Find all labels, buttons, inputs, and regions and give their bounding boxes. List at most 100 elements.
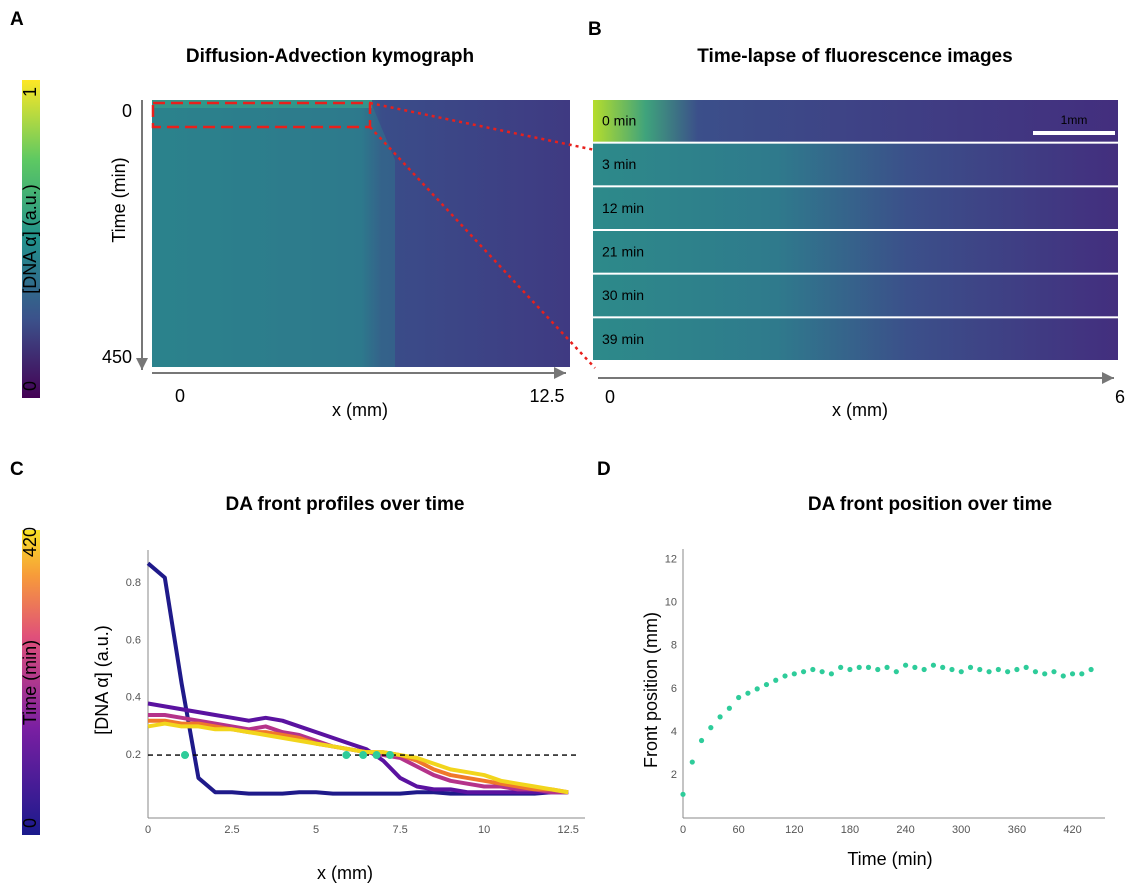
y-axis-label: Front position (mm) — [641, 612, 661, 768]
x-axis-label: x (mm) — [332, 400, 388, 420]
frame-label: 39 min — [602, 331, 644, 347]
x-tick-label: 5 — [313, 824, 319, 836]
panel-letter: A — [10, 9, 24, 30]
frame-label: 30 min — [602, 287, 644, 303]
chart-title: Diffusion-Advection kymograph — [186, 46, 474, 67]
x-tick-label: 12.5 — [557, 824, 578, 836]
point — [1088, 666, 1094, 673]
point — [1069, 671, 1076, 677]
x-tick-label: 120 — [785, 824, 803, 836]
point — [791, 671, 797, 677]
x-tick-label: 0 — [680, 824, 686, 836]
kymograph — [152, 100, 570, 367]
point — [773, 677, 779, 683]
x-tick-label: 420 — [1063, 824, 1081, 836]
x-tick-label: 60 — [733, 824, 745, 836]
profile-line — [147, 701, 569, 795]
zoom-line — [369, 101, 596, 152]
x-tick-label: 300 — [952, 824, 970, 836]
point — [986, 669, 992, 675]
x-tick-label: 240 — [896, 824, 914, 836]
point — [930, 662, 937, 668]
y-axis-label: [DNA α] (a.u.) — [92, 625, 112, 734]
point — [1014, 666, 1020, 673]
point — [884, 664, 890, 670]
frame — [593, 318, 1118, 360]
profile-line — [146, 561, 569, 796]
point — [865, 664, 872, 670]
point — [1060, 673, 1066, 679]
x-axis-label: Time (min) — [847, 849, 932, 869]
point — [875, 666, 881, 673]
point — [1042, 671, 1048, 677]
point — [800, 669, 807, 675]
x-tick-label: 10 — [478, 824, 490, 836]
point — [782, 673, 788, 679]
point — [838, 664, 844, 670]
x-tick-label: 6 — [1115, 387, 1125, 407]
x-tick-label: 360 — [1008, 824, 1026, 836]
chart-title: DA front profiles over time — [226, 494, 465, 515]
panel-letter: D — [597, 459, 611, 480]
point — [977, 666, 983, 673]
frame — [593, 274, 1118, 317]
y-tick-label: 12 — [665, 554, 677, 566]
frame — [593, 187, 1118, 229]
x-tick-label: 180 — [841, 824, 859, 836]
point — [754, 686, 760, 692]
point — [708, 725, 714, 731]
colorbar-label: Time (min) — [20, 640, 40, 725]
front-point — [359, 751, 368, 760]
point — [1032, 669, 1039, 675]
y-tick-label: 0 — [122, 101, 132, 121]
point — [689, 759, 695, 765]
frame-label: 21 min — [602, 244, 644, 260]
frame-label: 3 min — [602, 156, 636, 172]
point — [967, 664, 974, 670]
point — [995, 666, 1001, 673]
front-point — [386, 751, 395, 760]
x-tick-label: 0 — [605, 387, 615, 407]
chart-title: Time-lapse of fluorescence images — [697, 46, 1012, 67]
point — [828, 671, 834, 677]
x-tick-label: 2.5 — [224, 824, 239, 836]
y-tick-label: 0.6 — [126, 634, 141, 646]
colorbar-tick-label: 420 — [20, 527, 40, 557]
point — [1051, 669, 1057, 675]
point — [856, 664, 862, 670]
point — [949, 666, 955, 673]
point — [1079, 671, 1085, 677]
y-tick-label: 10 — [665, 597, 677, 609]
chart-title: DA front position over time — [808, 494, 1052, 515]
point — [893, 669, 899, 675]
y-tick-label: 450 — [102, 347, 132, 367]
point — [940, 664, 946, 670]
time-lapse: 0 min 3 min 12 min 21 min 30 min 39 min — [593, 100, 1118, 360]
front-point — [372, 751, 381, 760]
point — [726, 705, 732, 711]
x-tick-label: 7.5 — [392, 824, 407, 836]
x-tick-label: 12.5 — [529, 386, 564, 406]
point — [1023, 664, 1029, 670]
point — [698, 737, 705, 744]
x-tick-label: 0 — [175, 386, 185, 406]
point — [912, 664, 918, 670]
kymograph-front — [152, 100, 395, 367]
point — [745, 690, 751, 696]
y-tick-label: 0.2 — [126, 749, 141, 761]
x-tick-label: 0 — [145, 824, 151, 836]
zoom-line — [369, 126, 596, 369]
frame — [593, 143, 1118, 186]
y-tick-label: 2 — [671, 769, 677, 781]
colorbar-tick-label: 1 — [20, 87, 40, 97]
point — [680, 791, 686, 797]
y-tick-label: 8 — [671, 640, 677, 652]
point — [1005, 669, 1011, 675]
y-tick-label: 6 — [671, 683, 677, 695]
point — [921, 666, 927, 673]
frame — [593, 100, 1118, 142]
colorbar-label: [DNA α] (a.u.) — [20, 184, 40, 293]
panel-letter: C — [10, 459, 24, 480]
y-axis-label: Time (min) — [109, 157, 129, 242]
frame-label: 12 min — [602, 200, 644, 216]
